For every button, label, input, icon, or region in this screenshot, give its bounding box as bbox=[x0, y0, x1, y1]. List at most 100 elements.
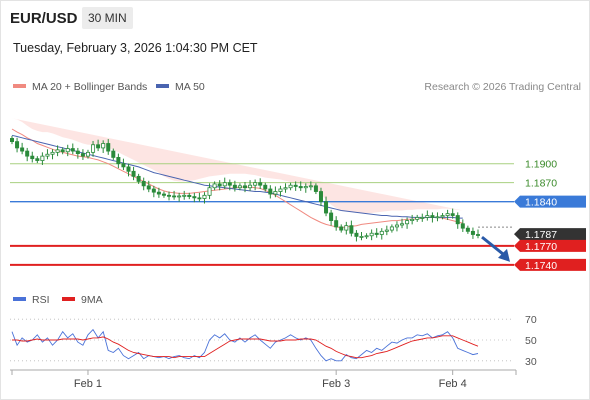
candle-body bbox=[182, 194, 187, 197]
ma20-legend-label: MA 20 + Bollinger Bands bbox=[32, 81, 147, 93]
price-panel bbox=[9, 118, 514, 266]
candle-body bbox=[9, 138, 14, 143]
candle-body bbox=[384, 229, 389, 232]
candle-body bbox=[151, 188, 156, 193]
candle-body bbox=[374, 232, 379, 235]
candle-body bbox=[192, 196, 197, 199]
candle-body bbox=[364, 235, 369, 238]
rsi-tick-70: 70 bbox=[525, 314, 537, 326]
candle-body bbox=[55, 149, 60, 153]
ma20-legend-swatch bbox=[13, 84, 26, 88]
candle-body bbox=[65, 148, 70, 153]
candle-body bbox=[389, 226, 394, 231]
candle-body bbox=[101, 143, 106, 149]
candle-body bbox=[263, 184, 268, 190]
candle-body bbox=[475, 234, 480, 236]
candle-body bbox=[15, 141, 20, 149]
ma20-line bbox=[11, 128, 463, 229]
candle-body bbox=[197, 197, 202, 200]
price-label-1.1840: 1.1840 bbox=[525, 197, 557, 209]
price-tag-1.1840 bbox=[514, 195, 586, 208]
candle-body bbox=[242, 185, 247, 189]
price-tag-1.1770 bbox=[514, 239, 586, 252]
rsi-series-RSI bbox=[11, 328, 479, 362]
ma50-legend-label: MA 50 bbox=[175, 81, 205, 93]
candle-body bbox=[354, 232, 359, 237]
candle-body bbox=[460, 223, 465, 229]
ma50-legend-swatch bbox=[156, 84, 169, 88]
candle-body bbox=[349, 225, 354, 234]
candle-body bbox=[106, 143, 111, 152]
bollinger-band bbox=[12, 118, 463, 213]
candle-body bbox=[339, 226, 344, 231]
candle-body bbox=[298, 186, 303, 189]
candle-body bbox=[237, 185, 242, 189]
candle-body bbox=[430, 215, 435, 218]
candle-body bbox=[410, 218, 415, 221]
candle-body bbox=[131, 170, 136, 177]
candle-body bbox=[161, 193, 166, 196]
time-tick-label-1: Feb 3 bbox=[322, 378, 350, 390]
time-axis: Feb 1 Feb 3 Feb 4 bbox=[10, 369, 517, 390]
candle-body bbox=[283, 187, 288, 190]
candle-body bbox=[293, 184, 298, 187]
candle-body bbox=[96, 144, 101, 149]
candle-body bbox=[425, 215, 430, 218]
time-tick-label-2: Feb 4 bbox=[439, 378, 467, 390]
price-label-1.1870: 1.1870 bbox=[525, 178, 557, 190]
candle-body bbox=[172, 195, 177, 198]
rsi-legend-swatch bbox=[13, 297, 26, 301]
candle-body bbox=[146, 185, 151, 190]
candle-body bbox=[177, 195, 182, 198]
forecast-arrow-head bbox=[498, 248, 510, 262]
candle-body bbox=[50, 151, 55, 155]
timeframe-badge[interactable]: 30 MIN bbox=[82, 7, 133, 29]
candle-body bbox=[268, 188, 273, 195]
candle-body bbox=[278, 188, 283, 192]
candle-body bbox=[156, 191, 161, 195]
candle-body bbox=[359, 235, 364, 238]
time-tick-label-0: Feb 1 bbox=[74, 378, 102, 390]
rsi-tick-50: 50 bbox=[525, 335, 537, 347]
ma9-legend-label: 9MA bbox=[81, 294, 103, 306]
price-label-1.1740: 1.1740 bbox=[525, 260, 557, 272]
symbol-title: EUR/USD bbox=[10, 10, 78, 27]
candle-body bbox=[232, 184, 237, 189]
candle-body bbox=[450, 213, 455, 216]
candle-body bbox=[20, 147, 25, 152]
candle-body bbox=[30, 155, 35, 160]
candle-body bbox=[227, 182, 232, 186]
rsi-panel: 70 50 30 bbox=[10, 314, 537, 368]
candle-body bbox=[288, 184, 293, 189]
candle-body bbox=[136, 175, 141, 182]
candle-body bbox=[394, 224, 399, 228]
forecast-arrow-shaft bbox=[481, 235, 505, 257]
candle-body bbox=[318, 191, 323, 203]
credit-label: Research © 2026 Trading Central bbox=[424, 81, 581, 93]
candle-body bbox=[470, 230, 475, 235]
candle-body bbox=[369, 232, 374, 237]
price-label-1.1770: 1.1770 bbox=[525, 241, 557, 253]
candle-body bbox=[121, 163, 126, 168]
candle-body bbox=[329, 212, 334, 222]
candle-body bbox=[455, 215, 460, 225]
candle-body bbox=[25, 150, 30, 157]
candle-body bbox=[344, 225, 349, 231]
candle-body bbox=[435, 216, 440, 219]
candle-body bbox=[415, 217, 420, 220]
candle-body bbox=[212, 183, 217, 189]
candle-body bbox=[111, 150, 116, 158]
candle-body bbox=[465, 227, 470, 232]
price-tag-1.1740 bbox=[514, 258, 586, 271]
candle-body bbox=[445, 213, 450, 216]
candle-body bbox=[420, 217, 425, 219]
legend-top: MA 20 + Bollinger Bands MA 50 Research ©… bbox=[13, 81, 581, 93]
rsi-tick-30: 30 bbox=[525, 356, 537, 368]
candle-body bbox=[40, 155, 45, 161]
rsi-legend: RSI 9MA bbox=[13, 294, 103, 306]
candle-body bbox=[324, 201, 329, 214]
candle-body bbox=[379, 230, 384, 235]
candle-body bbox=[258, 182, 263, 186]
